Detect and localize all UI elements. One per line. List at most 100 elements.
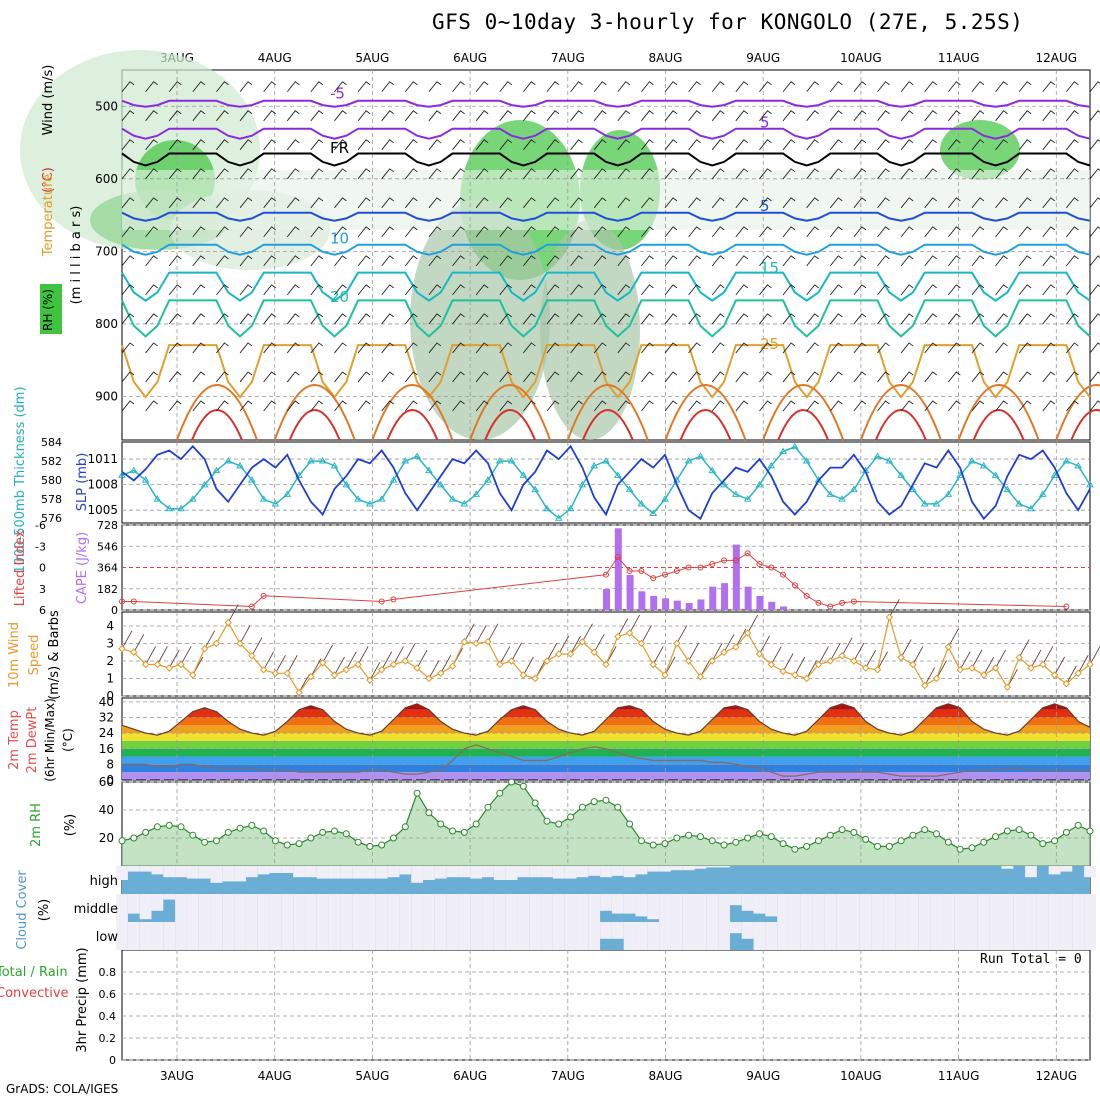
wind-barb <box>877 226 890 238</box>
cloud-clear-cell <box>741 922 754 939</box>
thickness-marker <box>767 461 776 469</box>
cloud-clear-cell <box>210 894 223 922</box>
cloud-clear-cell <box>198 894 211 922</box>
cloud-clear-cell <box>812 922 825 950</box>
wind-barb <box>404 168 418 180</box>
cape-bar <box>603 588 610 610</box>
wind-barb <box>829 400 843 412</box>
wind-barb <box>664 168 678 180</box>
pressure-tick: 600 <box>95 172 118 186</box>
wind-barb <box>357 110 371 122</box>
cloud-clear-cell <box>151 894 164 911</box>
wind-barb <box>286 284 300 296</box>
cape-bar <box>697 599 705 610</box>
surface-wind-barb <box>334 656 345 676</box>
rh-marker <box>224 828 232 836</box>
wind-barb <box>593 139 607 151</box>
wind-speed-marker <box>944 643 953 651</box>
thickness-marker <box>177 504 185 512</box>
wind-barb <box>806 139 819 151</box>
lifted-index-marker <box>626 568 633 575</box>
wind-barb <box>664 313 678 325</box>
cloud-clear-cell <box>954 922 967 950</box>
cloud-clear-cell <box>895 894 908 922</box>
temperature-band <box>122 764 1090 773</box>
wind-barb <box>452 284 465 296</box>
wind-barb <box>523 110 536 122</box>
surface-wind-barb <box>440 655 452 674</box>
cloud-clear-cell <box>588 894 601 922</box>
rh-marker <box>390 834 398 842</box>
lifted-index-marker <box>119 598 125 605</box>
wind-barb <box>995 110 1008 122</box>
wind-barb <box>475 139 489 151</box>
wind-barb <box>145 110 158 122</box>
thickness-marker <box>554 514 563 521</box>
wind-barb <box>711 400 725 412</box>
surface-wind-barb <box>688 642 699 662</box>
cloud-clear-cell <box>257 866 270 875</box>
wind-barb <box>759 139 772 151</box>
rh-marker <box>921 826 929 834</box>
lifted-index-marker <box>744 550 751 557</box>
thickness-marker <box>472 490 481 497</box>
rh-marker <box>767 833 775 841</box>
temperature-contour <box>121 99 1091 108</box>
wind-barb <box>1042 197 1056 209</box>
lifted-index-marker <box>638 568 645 575</box>
cloud-clear-cell <box>977 922 990 950</box>
wind-barb <box>121 313 135 325</box>
rh-marker <box>578 803 586 811</box>
wind-barb <box>1018 110 1032 122</box>
wind-barb <box>1089 255 1100 267</box>
temperature-axis-label: Temperature <box>41 174 56 257</box>
thickness-marker <box>1015 499 1024 507</box>
wind-barb <box>192 81 206 93</box>
wind-barb <box>357 284 371 296</box>
cloud-clear-cell <box>281 894 294 922</box>
wind-barb <box>759 284 772 296</box>
thickness-marker <box>873 452 882 459</box>
wind-barb <box>900 81 914 93</box>
wind-speed-marker <box>637 639 646 648</box>
wind-barb <box>853 110 867 122</box>
thickness-marker <box>236 461 244 469</box>
wind-barb <box>357 400 371 412</box>
thickness-marker <box>295 471 303 478</box>
wind-barb <box>947 110 961 122</box>
wind-barb <box>334 313 347 325</box>
cloud-clear-cell <box>399 866 412 875</box>
rh-marker <box>673 834 681 842</box>
wind-barb <box>1089 342 1100 354</box>
cloud-clear-cell <box>186 866 199 879</box>
rh-marker <box>602 796 610 804</box>
cloud-clear-cell <box>788 894 801 922</box>
cloud-clear-cell <box>1048 894 1061 922</box>
temperature-contour <box>371 384 454 441</box>
wind-barb <box>570 400 583 412</box>
rh-marker <box>885 842 893 850</box>
thickness-marker <box>1074 461 1083 469</box>
contour-label: 10 <box>330 230 349 248</box>
temperature-band <box>122 756 1090 765</box>
rh-marker <box>862 835 870 843</box>
thickness-marker <box>979 461 988 469</box>
wind-barb <box>121 168 135 180</box>
wind-barb <box>1018 313 1032 325</box>
temperature-contour <box>121 344 1091 399</box>
wind-barb <box>310 255 324 267</box>
wind-barb <box>475 197 489 209</box>
wind-barb <box>593 197 607 209</box>
rh-marker <box>142 828 150 836</box>
wind-barb <box>853 226 867 238</box>
wind-barb <box>286 255 300 267</box>
wind-barb <box>428 168 442 180</box>
wind-barb <box>570 81 583 93</box>
wind-barb <box>900 400 914 412</box>
wind-barb <box>1089 81 1100 93</box>
wind-barb <box>593 168 607 180</box>
wind-barb <box>900 371 914 383</box>
cloud-clear-cell <box>316 894 329 922</box>
wind-barb <box>121 371 135 383</box>
cloud-clear-cell <box>836 894 848 922</box>
